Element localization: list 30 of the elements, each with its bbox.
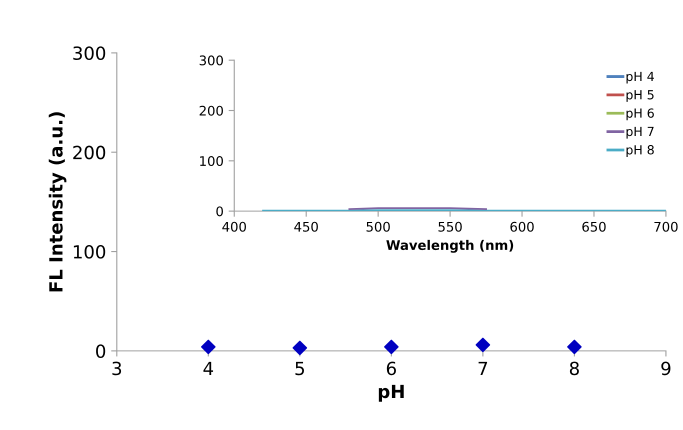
x-tick-label: 4 xyxy=(203,362,214,376)
y-tick-label: 0 xyxy=(216,206,223,216)
x-tick-label: 600 xyxy=(510,222,534,232)
x-tick-label: 9 xyxy=(661,362,670,376)
x-tick-label: 8 xyxy=(570,362,579,376)
x-tick-label: 7 xyxy=(478,362,488,376)
legend-label: pH 8 xyxy=(626,145,654,157)
legend-label: pH 5 xyxy=(626,90,654,102)
y-tick-label: 100 xyxy=(200,156,223,166)
y-tick-label: 200 xyxy=(200,106,223,116)
x-tick-label: 450 xyxy=(294,222,318,232)
y-tick-label: 0 xyxy=(96,344,106,358)
y-tick-label: 300 xyxy=(73,46,106,60)
y-axis-title: FL Intensity (a.u.) xyxy=(48,112,66,292)
x-tick-label: 3 xyxy=(112,362,122,376)
x-tick-label: 400 xyxy=(222,222,246,232)
y-tick-label: 300 xyxy=(200,55,223,66)
x-tick-label: 650 xyxy=(582,222,606,232)
x-axis-title: Wavelength (nm) xyxy=(386,240,514,253)
x-axis-title: pH xyxy=(378,384,404,402)
y-tick-label: 100 xyxy=(74,245,106,259)
legend-label: pH 7 xyxy=(626,126,654,139)
x-tick-label: 500 xyxy=(366,222,390,232)
x-tick-label: 550 xyxy=(438,222,462,232)
y-tick-label: 200 xyxy=(73,146,106,160)
legend-label: pH 4 xyxy=(626,72,654,84)
x-tick-label: 700 xyxy=(654,222,678,232)
legend-label: pH 6 xyxy=(626,108,654,120)
x-tick-label: 6 xyxy=(386,362,396,376)
x-tick-label: 5 xyxy=(295,362,304,376)
